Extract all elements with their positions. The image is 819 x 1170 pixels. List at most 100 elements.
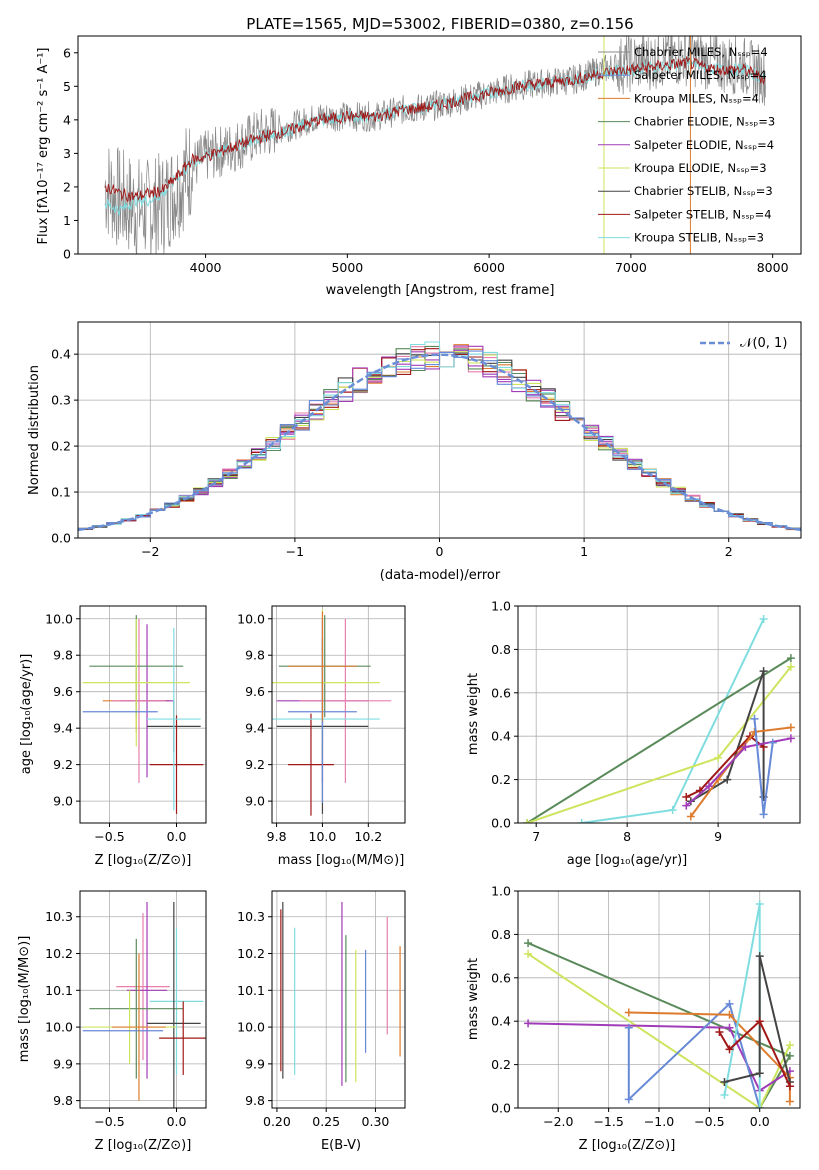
legend-label: Chabrier STELIB, Nₛₛₚ=3 [634,184,773,198]
plus-marker [725,999,734,1008]
residuals-ylabel: Normed distribution [27,365,42,495]
massweight-vs-metallicity-ylabel: mass weight [466,958,481,1040]
mass-vs-ebv-xlabel: E(B-V) [321,1138,361,1153]
plus-marker [759,615,768,624]
axes-frame [79,605,207,824]
gaussian-legend-label: 𝒩(0, 1) [740,336,787,351]
age-vs-metallicity-panel: −0.5 0.0 9.0 9.2 9.4 9.6 9.8 10.0 Z [log₁₀(Z/Z⊙… [19,605,207,868]
plus-marker [714,753,723,762]
plus-marker [624,1095,633,1104]
gaussian-reference-curve [78,353,801,532]
x-tick-label: 0.0 [167,829,187,844]
y-tick-label: 10.0 [237,1020,265,1035]
massweight-vs-metallicity-plot-area: −2.0 −1.5 −1.0 −0.5 0.0 0.0 0.2 0.4 0.6 0.8 1.0 [491,884,801,1129]
age-vs-mass-panel: 9.8 10.0 10.2 9.0 9.2 9.4 9.6 9.8 10.0 mass [log… [237,605,406,868]
plot-content [104,36,766,254]
x-tick-label: −0.5 [94,829,124,844]
legend-label: Salpeter ELODIE, Nₛₛₚ=4 [634,138,774,152]
x-tick-label: −2 [141,544,159,559]
plus-marker [725,1010,734,1019]
plus-marker [785,1082,794,1091]
mass-weight-series-6 [685,737,792,807]
mass-vs-ebv-panel: 0.20 0.25 0.30 9.8 9.9 10.0 10.1 10.2 10.3 E(B-V… [237,890,406,1153]
plus-marker [682,792,691,801]
legend-label: Kroupa ELODIE, Nₛₛₚ=3 [634,161,767,175]
spectrum-series-1 [104,56,766,216]
plus-marker [720,1090,729,1099]
plus-marker [715,1028,724,1037]
mass-weight-series-3 [627,1001,761,1108]
x-tick-label: 7000 [615,260,647,275]
x-tick-label: 7 [532,829,540,844]
x-tick-label: 9.8 [267,829,287,844]
y-tick-label: 10.3 [237,909,265,924]
axes-frame [271,890,406,1109]
age-vs-mass-xlabel: mass [log₁₀(M/M⊙)] [278,853,405,868]
plus-marker [755,952,764,961]
y-tick-label: 9.8 [53,648,73,663]
plus-marker [523,819,532,823]
y-tick-label: 9.0 [245,794,265,809]
y-tick-label: 0.6 [491,970,511,985]
age-vs-mass-plot-area: 9.8 10.0 10.2 9.0 9.2 9.4 9.6 9.8 10.0 [237,605,406,844]
y-tick-label: 10.3 [45,909,73,924]
y-tick-label: 10.1 [45,983,73,998]
spectrum-plot-area: 4000 5000 6000 7000 8000 0 1 2 3 4 5 6 [63,35,802,275]
x-tick-label: 0.0 [167,1114,187,1129]
x-tick-label: −2.0 [543,1114,573,1129]
mass-vs-metallicity-xlabel: Z [log₁₀(Z/Z⊙)] [95,1138,192,1153]
massweight-vs-metallicity-panel: −2.0 −1.5 −1.0 −0.5 0.0 0.0 0.2 0.4 0.6 0.8 1.0 Z … [466,884,801,1153]
y-tick-label: 9.4 [53,721,73,736]
plus-marker [786,662,795,671]
plot-content [523,615,795,823]
plus-marker [786,723,795,732]
plus-marker [741,743,750,752]
age-vs-metallicity-plot-area: −0.5 0.0 9.0 9.2 9.4 9.6 9.8 10.0 [45,605,207,844]
mass-weight-series-7 [718,1019,791,1087]
plus-marker [755,1104,764,1108]
spectrum-series-2 [104,55,766,202]
x-tick-label: −1.5 [593,1114,623,1129]
x-tick-label: −0.5 [694,1114,724,1129]
plus-marker [785,1041,794,1050]
y-tick-label: 0.1 [51,485,71,500]
mass-weight-series-1 [526,657,792,823]
y-tick-label: 1.0 [491,884,511,899]
y-tick-label: 10.0 [45,611,73,626]
spectrum-ylabel: Flux [fλ10⁻¹⁷ erg cm⁻² s⁻¹ A⁻¹] [36,48,51,245]
x-tick-label: 4000 [190,260,222,275]
legend-label: Chabrier MILES, Nₛₛₚ=4 [634,45,768,59]
x-tick-label: 5000 [331,260,363,275]
x-tick-label: 0.30 [362,1114,390,1129]
y-tick-label: 10.1 [237,983,265,998]
y-tick-label: 1 [63,213,71,228]
y-tick-label: 10.0 [237,611,265,626]
y-tick-label: 10.0 [45,1020,73,1035]
age-vs-metallicity-ylabel: age [log₁₀(age/yr)] [19,654,34,775]
y-tick-label: 9.8 [245,648,265,663]
mass-vs-metallicity-plot-area: −0.5 0.0 9.8 9.9 10.0 10.1 10.2 10.3 [45,890,207,1129]
axes-frame [271,605,406,824]
plus-marker [759,667,768,676]
plus-marker [750,714,759,723]
x-tick-label: 0.0 [750,1114,770,1129]
y-tick-label: 0.2 [491,1057,511,1072]
plus-marker [624,1008,633,1017]
y-tick-label: 0.4 [491,1014,511,1029]
y-tick-label: 0 [63,247,71,262]
y-tick-label: 6 [63,45,71,60]
massweight-vs-age-panel: 7 8 9 0.0 0.2 0.4 0.6 0.8 1.0 age [log₁₀(age/yr)… [466,599,801,868]
axes-frame [79,890,207,1109]
massweight-vs-age-ylabel: mass weight [466,673,481,755]
plus-marker [786,734,795,743]
y-tick-label: 0.0 [51,531,71,546]
plot-content [82,902,206,1108]
mass-vs-ebv-plot-area: 0.20 0.25 0.30 9.8 9.9 10.0 10.1 10.2 10.3 [237,890,406,1129]
x-tick-label: 1 [580,544,588,559]
legend-label: Kroupa MILES, Nₛₛₚ=4 [634,91,759,105]
spectrum-xlabel: wavelength [Angstrom, rest frame] [326,283,555,298]
legend-label: Kroupa STELIB, Nₛₛₚ=3 [634,231,764,245]
y-tick-label: 9.0 [53,794,73,809]
x-tick-label: 0.25 [312,1114,340,1129]
